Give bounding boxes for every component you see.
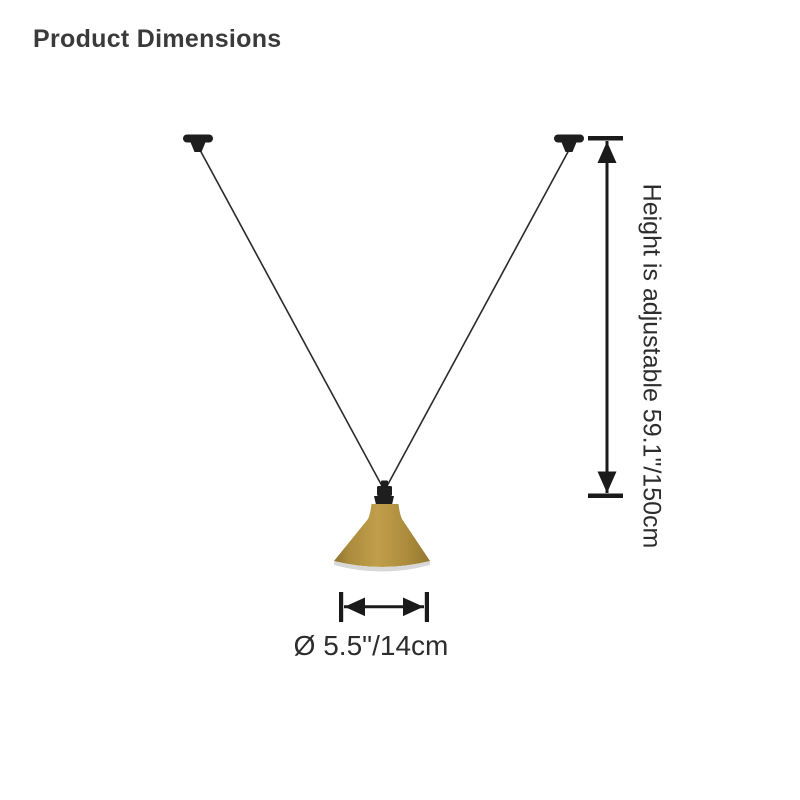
diameter-arrowhead-left (344, 597, 365, 617)
cord-grip (374, 480, 394, 507)
ceiling-canopy-left (183, 134, 213, 152)
lamp-shade-cone (334, 504, 430, 567)
height-dimension-arrow (588, 136, 623, 498)
canopy-disc (554, 134, 584, 143)
suspension-cable-left (199, 149, 383, 487)
lamp-shade-rim (334, 561, 430, 572)
canopy-stem (190, 141, 206, 152)
height-arrowhead-down (597, 471, 617, 493)
height-arrow-bottom-cap (588, 493, 623, 498)
suspension-cable-right (386, 149, 570, 487)
diameter-dimension-label: Ø 5.5"/14cm (293, 630, 449, 661)
diameter-arrowhead-right (403, 597, 424, 617)
height-arrowhead-up (597, 141, 617, 163)
page-title: Product Dimensions (33, 25, 282, 53)
cord-grip-nub (381, 480, 388, 488)
diameter-arrow-right-cap (424, 592, 429, 622)
canopy-disc (183, 134, 213, 143)
diameter-arrow-left-cap (339, 592, 344, 622)
cord-grip-knob (377, 486, 392, 496)
ceiling-canopy-right (554, 134, 584, 152)
diameter-dimension-arrow (339, 592, 429, 622)
canopy-stem (561, 141, 577, 152)
height-dimension-label: Height is adjustable 59.1"/150cm (637, 183, 666, 549)
height-arrow-top-cap (588, 136, 623, 141)
